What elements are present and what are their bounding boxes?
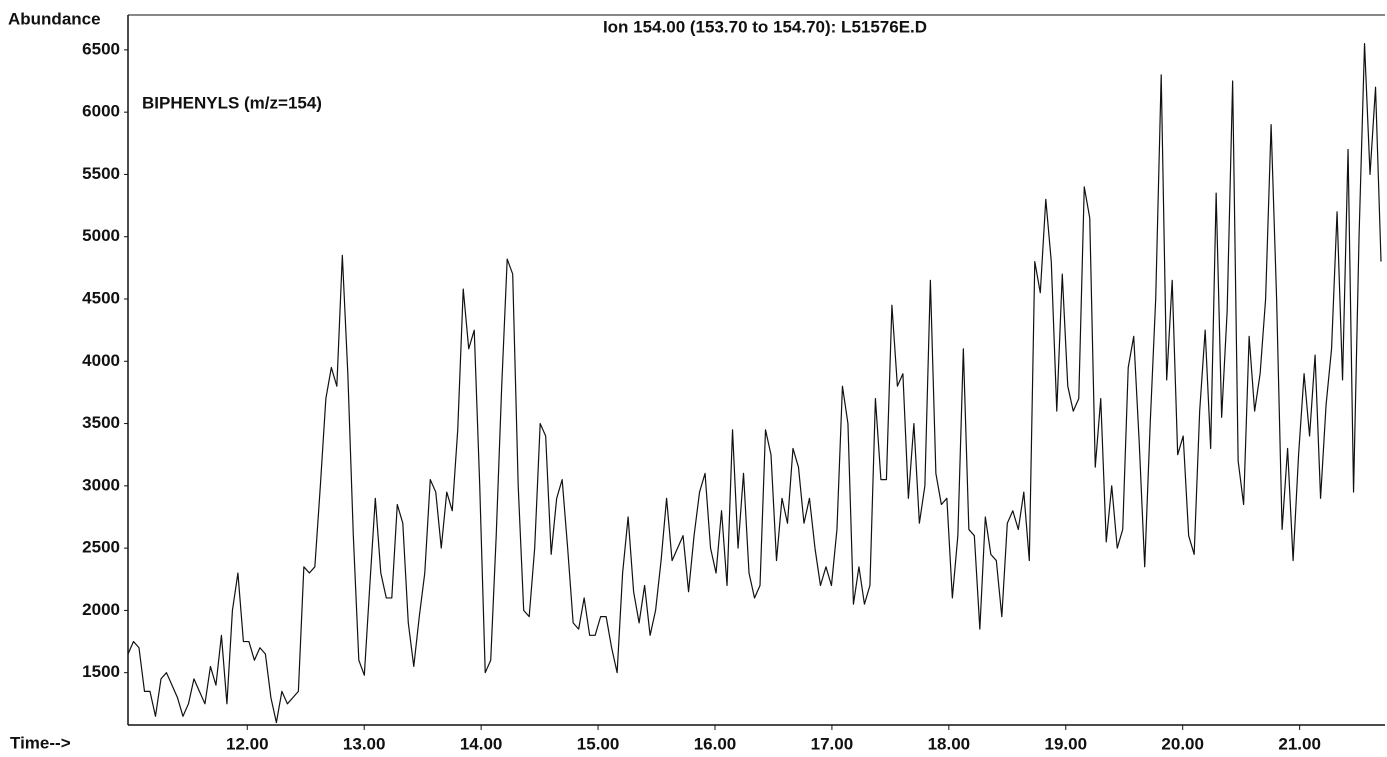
- y-tick-label: 4000: [82, 351, 120, 370]
- y-tick-label: 5000: [82, 226, 120, 245]
- trace-line: [127, 43, 1382, 724]
- y-tick-label: 3500: [82, 413, 120, 432]
- y-tick-label: 1500: [82, 662, 120, 681]
- x-tick-label: 14.00: [460, 734, 503, 753]
- y-tick-label: 3000: [82, 475, 120, 494]
- y-tick-label: 5500: [82, 164, 120, 183]
- y-tick-label: 6000: [82, 102, 120, 121]
- y-tick-label: 4500: [82, 288, 120, 307]
- y-axis-label: Abundance: [8, 9, 101, 28]
- x-axis-label: Time-->: [10, 733, 71, 752]
- x-tick-label: 16.00: [694, 734, 737, 753]
- chart-title: Ion 154.00 (153.70 to 154.70): L51576E.D: [603, 17, 927, 36]
- y-tick-label: 2500: [82, 538, 120, 557]
- x-tick-label: 15.00: [577, 734, 620, 753]
- x-tick-label: 13.00: [343, 734, 386, 753]
- x-tick-label: 19.00: [1045, 734, 1088, 753]
- x-tick-label: 20.00: [1161, 734, 1204, 753]
- x-tick-label: 12.00: [226, 734, 269, 753]
- x-tick-label: 17.00: [811, 734, 854, 753]
- x-tick-label: 21.00: [1278, 734, 1321, 753]
- y-tick-label: 2000: [82, 600, 120, 619]
- annotation: BIPHENYLS (m/z=154): [142, 93, 322, 112]
- y-tick-label: 6500: [82, 39, 120, 58]
- x-tick-label: 18.00: [928, 734, 971, 753]
